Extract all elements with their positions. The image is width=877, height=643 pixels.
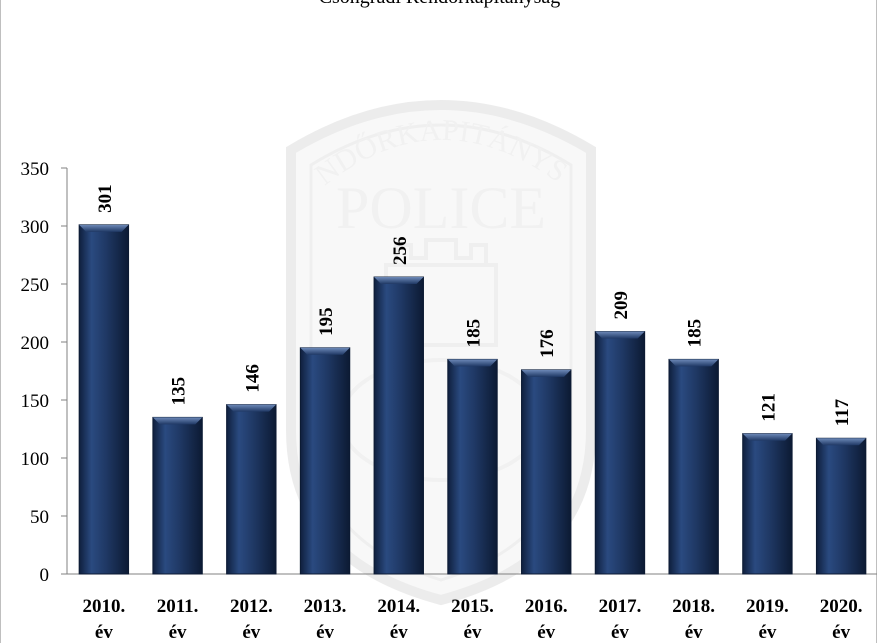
x-tick-label: 2012. [230,596,273,617]
chart-title: Csongrádi Rendőrkapitányság [1,0,877,9]
x-tick-label: 2010. [82,596,125,617]
bar-bevel [374,277,424,285]
bar [226,404,277,575]
data-label: 176 [537,329,558,358]
y-tick-label: 200 [21,333,50,354]
bar-body [447,358,498,575]
bar-body [78,224,130,575]
data-label: 301 [95,184,116,213]
bar [447,358,498,575]
x-tick-label: 2014. [377,596,420,617]
data-label: 256 [390,237,411,266]
data-label: 209 [611,291,632,320]
bar [594,331,646,575]
bar [78,224,130,575]
bar-bevel [300,347,350,355]
bar-body [299,347,351,575]
bar-bevel [79,224,129,232]
x-tick-label-unit: év [832,622,850,643]
y-tick-label: 300 [21,217,50,238]
y-tick-label: 0 [40,565,50,586]
bar [668,358,719,575]
x-tick-label-unit: év [169,622,187,643]
bar [373,276,424,575]
data-label: 185 [685,319,706,348]
bar-bevel [152,417,203,425]
bar-bevel [742,433,793,441]
x-tick-label-unit: év [464,622,482,643]
x-tick-label-unit: év [537,622,555,643]
x-tick-label-unit: év [685,622,703,643]
x-tick-label: 2018. [672,596,715,617]
x-tick-label-unit: év [390,622,408,643]
bar [815,437,867,575]
bar-bevel [521,369,571,377]
x-tick-label: 2015. [451,596,494,617]
bar-body [226,404,277,575]
x-tick-label-unit: év [95,622,113,643]
x-tick-label-unit: év [316,622,334,643]
y-tick-label: 250 [21,275,50,296]
bar-bevel [668,359,719,367]
bar-body [594,331,646,575]
y-tick-label: 350 [21,159,50,180]
bar-body [668,358,719,575]
bar-body [373,276,424,575]
x-tick-label: 2013. [304,596,347,617]
x-tick-label: 2017. [599,596,642,617]
bar-bevel [226,404,277,412]
bar-bevel [595,331,645,339]
data-label: 195 [316,307,337,336]
y-tick-label: 100 [21,449,50,470]
x-tick-label: 2019. [746,596,789,617]
bar [521,369,572,575]
watermark-main-text: POLICE [336,175,546,241]
bar-body [521,369,572,575]
bar-body [742,433,793,575]
y-axis-ticks: 0 50 100 150 200 250 300 350 [21,159,67,586]
data-label: 185 [464,319,485,348]
x-tick-label-unit: év [242,622,260,643]
bar-bevel [447,359,498,367]
bar [299,347,351,575]
bar [152,416,203,575]
y-tick-label: 150 [21,391,50,412]
data-label: 117 [832,398,853,426]
x-tick-label: 2020. [820,596,863,617]
bars-group [78,224,867,575]
data-label: 135 [169,377,190,406]
data-label: 146 [242,364,263,393]
data-label: 121 [758,393,779,422]
x-tick-label-unit: év [758,622,776,643]
bar-bevel [816,438,866,446]
bar [742,433,793,575]
x-tick-label-unit: év [611,622,629,643]
x-tick-label: 2011. [157,596,199,617]
bar-body [152,416,203,575]
bar-body [815,437,867,575]
x-axis-labels: 2010. év 2011. év 2012. év 2013. év 2014. év 2015.… [82,596,862,643]
y-tick-label: 50 [30,507,49,528]
x-tick-label: 2016. [525,596,568,617]
data-labels-group: 301 135 146 195 256 185 176 209 185 121 117 [95,184,853,426]
